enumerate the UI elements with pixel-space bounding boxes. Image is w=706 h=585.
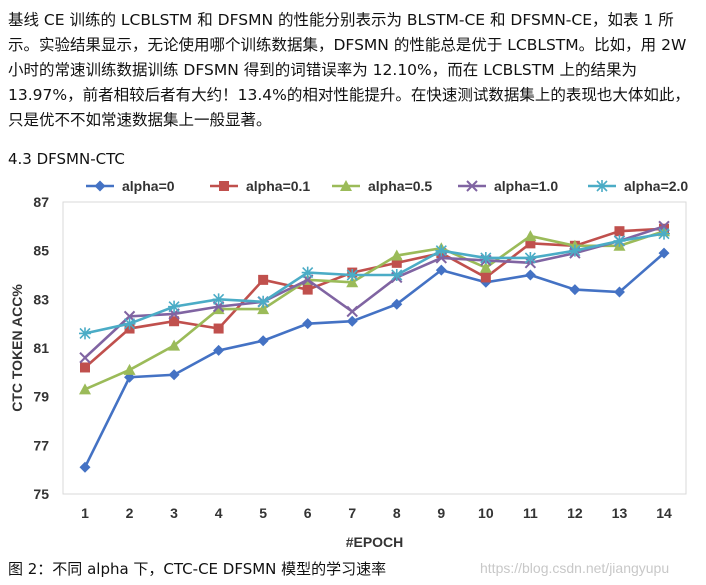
x-tick-label: 4 xyxy=(215,505,223,521)
data-point-alpha=2.0 xyxy=(346,269,359,281)
data-point-alpha=0 xyxy=(569,284,581,296)
legend-label: alpha=0.1 xyxy=(246,178,310,194)
x-tick-label: 2 xyxy=(126,505,134,521)
x-tick-label: 10 xyxy=(478,505,494,521)
x-tick-label: 11 xyxy=(523,505,538,521)
data-point-alpha=0.1 xyxy=(614,226,625,237)
x-tick-label: 3 xyxy=(170,505,178,521)
data-point-alpha=2.0 xyxy=(168,300,181,313)
x-tick-label: 6 xyxy=(304,505,312,521)
x-tick-label: 13 xyxy=(612,505,628,521)
data-point-alpha=0.1 xyxy=(258,274,269,285)
data-point-alpha=0.1 xyxy=(80,362,90,373)
data-point-alpha=0 xyxy=(391,298,403,310)
y-tick-label: 79 xyxy=(33,389,49,405)
data-point-alpha=2.0 xyxy=(568,244,581,257)
series-line-alpha=1.0 xyxy=(84,225,665,359)
data-point-alpha=2.0 xyxy=(435,244,448,257)
x-tick-label: 5 xyxy=(259,505,267,521)
data-point-alpha=1.0 xyxy=(346,305,358,318)
data-point-alpha=0.5 xyxy=(79,383,91,395)
data-point-alpha=0.5 xyxy=(524,230,537,242)
x-tick-label: 1 xyxy=(81,505,89,521)
x-tick-label: 14 xyxy=(656,505,672,521)
series-line-alpha=2.0 xyxy=(84,232,665,335)
figure-caption: 图 2：不同 alpha 下，CTC-CE DFSMN 模型的学习速率 xyxy=(8,560,387,578)
data-point-alpha=2.0 xyxy=(123,317,136,330)
data-point-alpha=0.1 xyxy=(169,316,180,327)
x-axis-label: #EPOCH xyxy=(346,534,404,550)
legend-marker xyxy=(340,180,352,191)
data-point-alpha=2.0 xyxy=(658,227,670,240)
legend-label: alpha=1.0 xyxy=(494,178,558,194)
data-point-alpha=0 xyxy=(257,335,269,347)
data-point-alpha=0 xyxy=(524,269,536,281)
data-point-alpha=0 xyxy=(658,247,670,259)
data-point-alpha=0.5 xyxy=(390,249,403,261)
data-point-alpha=0 xyxy=(79,461,91,473)
data-point-alpha=2.0 xyxy=(257,295,270,308)
data-point-alpha=0.5 xyxy=(168,339,181,351)
legend-marker xyxy=(94,180,106,192)
y-tick-label: 83 xyxy=(33,291,49,307)
data-point-alpha=0 xyxy=(613,286,625,298)
data-point-alpha=0 xyxy=(168,369,180,381)
series-line-alpha=0.5 xyxy=(84,229,665,391)
legend-label: alpha=2.0 xyxy=(624,178,688,194)
data-point-alpha=0 xyxy=(435,264,447,276)
x-tick-label: 8 xyxy=(393,505,401,521)
y-tick-label: 75 xyxy=(33,486,49,502)
legend-marker xyxy=(219,181,229,191)
y-tick-label: 87 xyxy=(33,194,49,210)
legend-label: alpha=0.5 xyxy=(368,178,432,194)
data-point-alpha=0.5 xyxy=(479,261,492,273)
data-point-alpha=1.0 xyxy=(79,352,91,364)
data-point-alpha=2.0 xyxy=(390,269,403,281)
series-line-alpha=0 xyxy=(83,252,665,468)
plot-area-frame xyxy=(62,201,687,495)
data-point-alpha=0.5 xyxy=(212,303,225,315)
data-point-alpha=2.0 xyxy=(479,251,492,264)
data-point-alpha=0.1 xyxy=(302,284,313,295)
x-tick-label: 7 xyxy=(348,505,356,521)
y-tick-label: 81 xyxy=(33,340,49,356)
paragraph-text: 基线 CE 训练的 LCBLSTM 和 DFSMN 的性能分别表示为 BLSTM… xyxy=(8,11,690,129)
legend-label: alpha=0 xyxy=(122,178,175,194)
y-axis-label: CTC TOKEN ACC% xyxy=(9,284,25,412)
data-point-alpha=0.1 xyxy=(480,272,491,283)
data-point-alpha=0 xyxy=(346,315,358,327)
data-point-alpha=2.0 xyxy=(524,251,537,264)
watermark: https://blog.csdn.net/jiangyupu xyxy=(480,560,670,576)
x-tick-label: 9 xyxy=(437,505,445,521)
data-point-alpha=0 xyxy=(302,318,314,330)
y-tick-label: 85 xyxy=(33,243,49,259)
data-point-alpha=0.5 xyxy=(346,276,359,288)
x-tick-label: 12 xyxy=(567,505,583,521)
line-chart: 75 77 79 81 83 85 87 1 2 3 4 5 6 7 8 9 10 11 12 13 14 #EPOCH C… xyxy=(0,170,706,559)
legend-marker xyxy=(466,180,478,192)
data-point-alpha=2.0 xyxy=(613,234,626,247)
data-point-alpha=2.0 xyxy=(79,327,91,340)
data-point-alpha=0 xyxy=(213,344,225,356)
y-tick-label: 77 xyxy=(33,437,49,453)
data-point-alpha=0.5 xyxy=(123,363,136,375)
section-heading: 4.3 DFSMN-CTC xyxy=(8,150,125,168)
data-point-alpha=0.1 xyxy=(213,323,224,334)
data-point-alpha=0.1 xyxy=(525,238,536,249)
data-point-alpha=2.0 xyxy=(212,293,225,306)
data-point-alpha=2.0 xyxy=(301,266,314,279)
data-point-alpha=0.5 xyxy=(257,303,270,315)
legend-marker xyxy=(596,180,608,192)
data-point-alpha=0.1 xyxy=(391,257,402,268)
body-paragraph: 基线 CE 训练的 LCBLSTM 和 DFSMN 的性能分别表示为 BLSTM… xyxy=(8,8,698,133)
